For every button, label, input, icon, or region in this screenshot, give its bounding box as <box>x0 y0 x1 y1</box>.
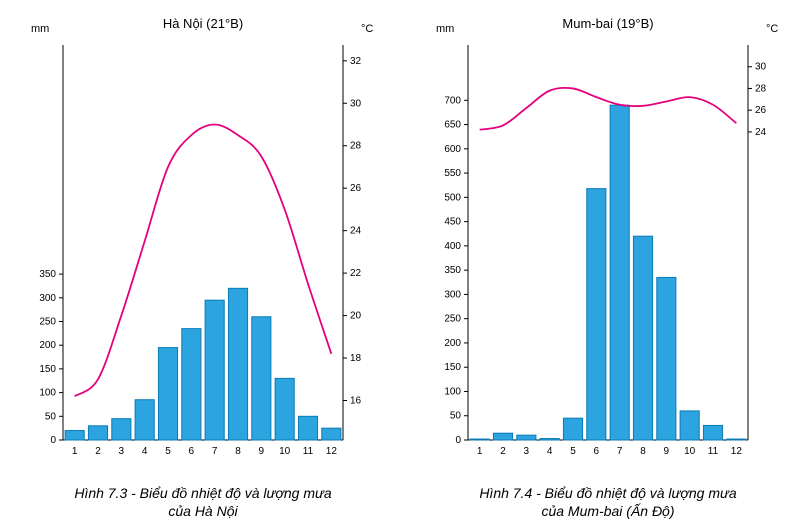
svg-text:2: 2 <box>95 446 101 457</box>
svg-text:450: 450 <box>444 217 461 228</box>
svg-text:3: 3 <box>524 446 530 457</box>
chart-panel-mumbai: Mum-bai (19°B) mm °C 0 50 100 150 200 250 300 350 4… <box>413 10 803 520</box>
svg-text:mm: mm <box>436 23 454 35</box>
caption-line1: Hình 7.3 - Biểu đồ nhiệt độ và lượng mưa <box>74 485 331 501</box>
svg-text:7: 7 <box>212 446 218 457</box>
svg-text:11: 11 <box>708 446 719 457</box>
svg-text:250: 250 <box>444 314 461 325</box>
svg-text:550: 550 <box>444 168 461 179</box>
svg-text:4: 4 <box>547 446 553 457</box>
svg-text:30: 30 <box>350 98 362 109</box>
svg-text:100: 100 <box>39 388 56 399</box>
svg-text:20: 20 <box>350 311 362 322</box>
svg-text:500: 500 <box>444 192 461 203</box>
svg-text:1: 1 <box>72 446 78 457</box>
svg-text:4: 4 <box>142 446 148 457</box>
svg-text:°C: °C <box>766 23 778 35</box>
svg-text:0: 0 <box>455 435 461 446</box>
svg-text:8: 8 <box>640 446 646 457</box>
svg-text:0: 0 <box>50 435 56 446</box>
svg-text:150: 150 <box>39 364 56 375</box>
svg-text:400: 400 <box>444 241 461 252</box>
svg-text:3: 3 <box>119 446 125 457</box>
svg-text:11: 11 <box>303 446 314 457</box>
svg-text:50: 50 <box>45 411 57 422</box>
chart-svg-hanoi: Hà Nội (21°B)mm°C05010015020025030035016… <box>8 10 398 480</box>
svg-text:5: 5 <box>165 446 171 457</box>
svg-text:300: 300 <box>39 293 56 304</box>
svg-text:22: 22 <box>350 268 362 279</box>
svg-text:650: 650 <box>444 120 461 131</box>
svg-text:°C: °C <box>361 23 373 35</box>
svg-text:6: 6 <box>594 446 600 457</box>
svg-text:30: 30 <box>755 62 767 73</box>
svg-text:12: 12 <box>731 446 743 457</box>
caption-mumbai: Hình 7.4 - Biểu đồ nhiệt độ và lượng mưa… <box>413 484 803 520</box>
svg-text:6: 6 <box>189 446 195 457</box>
svg-text:200: 200 <box>444 338 461 349</box>
svg-text:300: 300 <box>444 289 461 300</box>
svg-text:12: 12 <box>326 446 338 457</box>
caption-hanoi: Hình 7.3 - Biểu đồ nhiệt độ và lượng mưa… <box>8 484 398 520</box>
caption-line2: của Mum-bai (Ấn Độ) <box>541 503 674 519</box>
svg-text:200: 200 <box>39 340 56 351</box>
svg-text:5: 5 <box>570 446 576 457</box>
chart-panel-hanoi: Hà Nội (21°B)mm°C05010015020025030035016… <box>8 10 398 520</box>
svg-text:28: 28 <box>755 83 767 94</box>
svg-text:32: 32 <box>350 56 362 67</box>
caption-line2: của Hà Nội <box>168 503 237 519</box>
svg-text:150: 150 <box>444 362 461 373</box>
svg-text:1: 1 <box>477 446 483 457</box>
svg-text:26: 26 <box>755 105 767 116</box>
svg-text:700: 700 <box>444 95 461 106</box>
chart-panels: Hà Nội (21°B)mm°C05010015020025030035016… <box>8 10 803 520</box>
svg-text:9: 9 <box>664 446 670 457</box>
svg-text:350: 350 <box>39 269 56 280</box>
svg-text:16: 16 <box>350 396 362 407</box>
svg-text:Hà Nội (21°B): Hà Nội (21°B) <box>163 16 243 31</box>
svg-text:350: 350 <box>444 265 461 276</box>
chart-svg-mumbai: Mum-bai (19°B) mm °C 0 50 100 150 200 250 300 350 4… <box>413 10 803 480</box>
svg-text:28: 28 <box>350 141 362 152</box>
svg-text:250: 250 <box>39 317 56 328</box>
svg-text:10: 10 <box>279 446 291 457</box>
svg-text:10: 10 <box>684 446 696 457</box>
svg-text:100: 100 <box>444 386 461 397</box>
svg-text:18: 18 <box>350 353 362 364</box>
svg-text:24: 24 <box>350 226 362 237</box>
svg-text:600: 600 <box>444 144 461 155</box>
svg-text:8: 8 <box>235 446 241 457</box>
svg-text:50: 50 <box>450 411 462 422</box>
svg-text:mm: mm <box>31 23 49 35</box>
svg-text:9: 9 <box>259 446 265 457</box>
svg-text:7: 7 <box>617 446 623 457</box>
svg-text:2: 2 <box>500 446 506 457</box>
svg-text:26: 26 <box>350 183 362 194</box>
caption-line1: Hình 7.4 - Biểu đồ nhiệt độ và lượng mưa <box>479 485 736 501</box>
svg-text:24: 24 <box>755 127 767 138</box>
svg-text:Mum-bai (19°B): Mum-bai (19°B) <box>562 16 653 31</box>
